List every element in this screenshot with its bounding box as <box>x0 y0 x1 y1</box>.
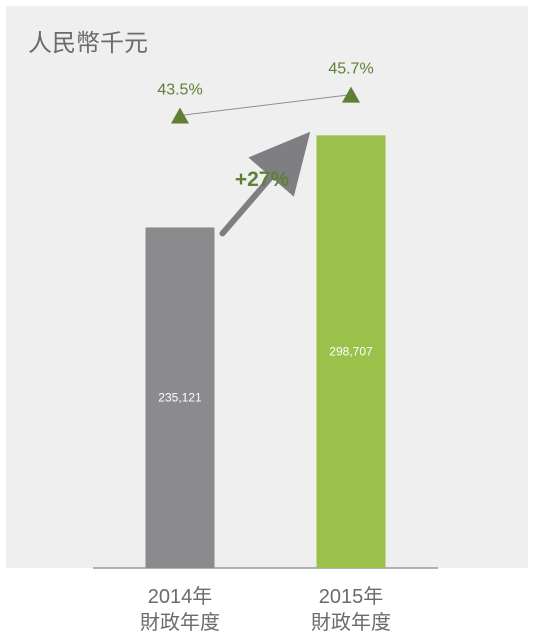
percent-series-layer: 43.5% 45.7% <box>157 61 374 124</box>
growth-label: +27% <box>235 168 290 191</box>
percent-marker-1 <box>342 86 360 103</box>
bars-layer: 235,121 298,707 <box>145 135 386 569</box>
bar-value-label-1: 298,707 <box>329 345 373 359</box>
category-year-label-1: 2015年 <box>319 585 384 608</box>
percent-connector-line <box>179 94 352 116</box>
bar-0 <box>145 227 215 569</box>
percent-label-0: 43.5% <box>157 82 202 99</box>
chart-panel <box>6 6 528 568</box>
bar-1 <box>316 135 386 568</box>
unit-label: 人民幣千元 <box>28 30 148 57</box>
percent-label-1: 45.7% <box>328 61 373 78</box>
growth-arrow <box>219 131 311 237</box>
category-period-label-0: 財政年度 <box>140 611 220 634</box>
category-year-label-0: 2014年 <box>148 585 213 608</box>
category-period-label-1: 財政年度 <box>311 611 391 634</box>
bar-value-label-0: 235,121 <box>158 391 202 405</box>
percent-marker-0 <box>171 107 189 124</box>
